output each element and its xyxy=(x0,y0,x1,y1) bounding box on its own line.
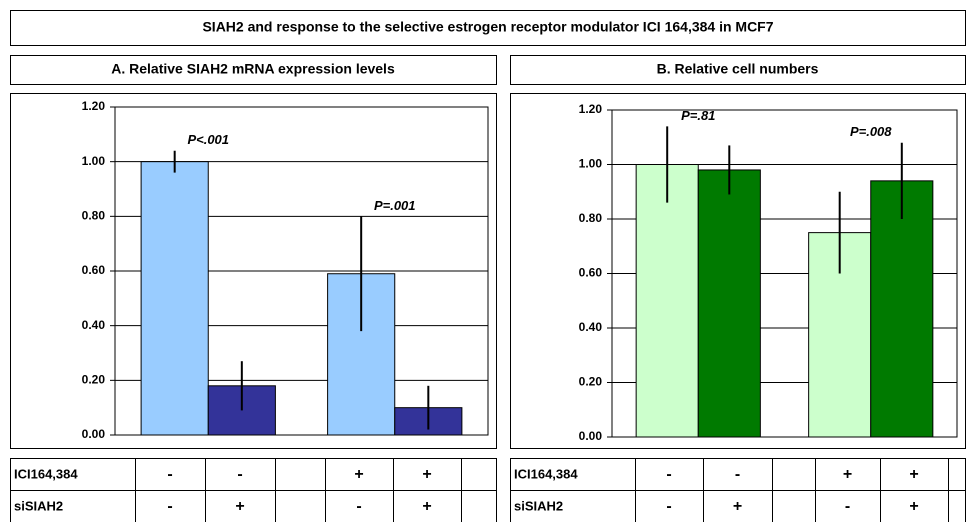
y-tick-label: 0.40 xyxy=(82,318,106,332)
table-cell xyxy=(948,458,966,491)
bar xyxy=(635,164,699,438)
bar xyxy=(870,180,934,438)
y-tick-label: 1.00 xyxy=(82,154,106,168)
table-value: - xyxy=(666,466,671,483)
y-tick-label: 0.00 xyxy=(579,429,603,443)
y-tick-label: 0.40 xyxy=(579,320,603,334)
y-tick-label: 0.00 xyxy=(82,427,106,441)
table-cell xyxy=(772,458,816,491)
y-tick-label: 1.20 xyxy=(579,102,603,116)
table-cell xyxy=(461,458,497,491)
table-cell xyxy=(815,490,881,522)
table-value: - xyxy=(167,498,172,515)
table-value: + xyxy=(354,466,363,483)
annotation: P=.008 xyxy=(850,124,892,139)
table-cell xyxy=(880,490,949,522)
row-label: ICI164,384 xyxy=(514,466,578,481)
annotation: P<.001 xyxy=(187,132,229,147)
table-value: + xyxy=(733,498,742,515)
table-cell xyxy=(461,490,497,522)
row-label: siSIAH2 xyxy=(14,498,63,513)
table-value: + xyxy=(909,498,918,515)
y-tick-label: 0.20 xyxy=(82,373,106,387)
table-cell xyxy=(135,458,206,491)
table-value: - xyxy=(735,466,740,483)
table-cell xyxy=(135,490,206,522)
table-value: + xyxy=(422,466,431,483)
row-label: siSIAH2 xyxy=(514,498,563,513)
table-cell xyxy=(10,458,136,491)
table-value: - xyxy=(237,466,242,483)
title-box xyxy=(10,10,966,46)
table-cell xyxy=(205,490,276,522)
panel-title: B. Relative cell numbers xyxy=(657,61,819,77)
row-label: ICI164,384 xyxy=(14,466,78,481)
y-tick-label: 0.80 xyxy=(579,211,603,225)
table-cell xyxy=(393,490,462,522)
table-value: + xyxy=(843,466,852,483)
y-tick-label: 1.00 xyxy=(579,157,603,171)
annotation: P=.81 xyxy=(681,108,715,123)
table-cell xyxy=(275,458,326,491)
table-cell xyxy=(325,490,394,522)
table-cell xyxy=(510,490,636,522)
table-cell xyxy=(703,458,773,491)
table-value: - xyxy=(356,498,361,515)
bar xyxy=(140,161,209,436)
figure-title: SIAH2 and response to the selective estr… xyxy=(202,19,773,35)
table-cell xyxy=(948,490,966,522)
table-cell xyxy=(772,490,816,522)
y-tick-label: 0.80 xyxy=(82,209,106,223)
panel-title: A. Relative SIAH2 mRNA expression levels xyxy=(111,61,395,77)
table-value: + xyxy=(422,498,431,515)
table-value: - xyxy=(845,498,850,515)
table-value: + xyxy=(235,498,244,515)
table-cell xyxy=(275,490,326,522)
table-cell xyxy=(205,458,276,491)
panel-title-box xyxy=(10,55,497,85)
table-cell xyxy=(325,458,394,491)
table-value: + xyxy=(909,466,918,483)
table-cell xyxy=(510,458,636,491)
y-tick-label: 0.60 xyxy=(579,266,603,280)
y-tick-label: 0.20 xyxy=(579,375,603,389)
y-tick-label: 1.20 xyxy=(82,99,106,113)
annotation: P=.001 xyxy=(374,198,416,213)
bar xyxy=(697,169,761,438)
panel-title-box xyxy=(510,55,966,85)
y-tick-label: 0.60 xyxy=(82,263,106,277)
table-value: - xyxy=(167,466,172,483)
table-value: - xyxy=(666,498,671,515)
